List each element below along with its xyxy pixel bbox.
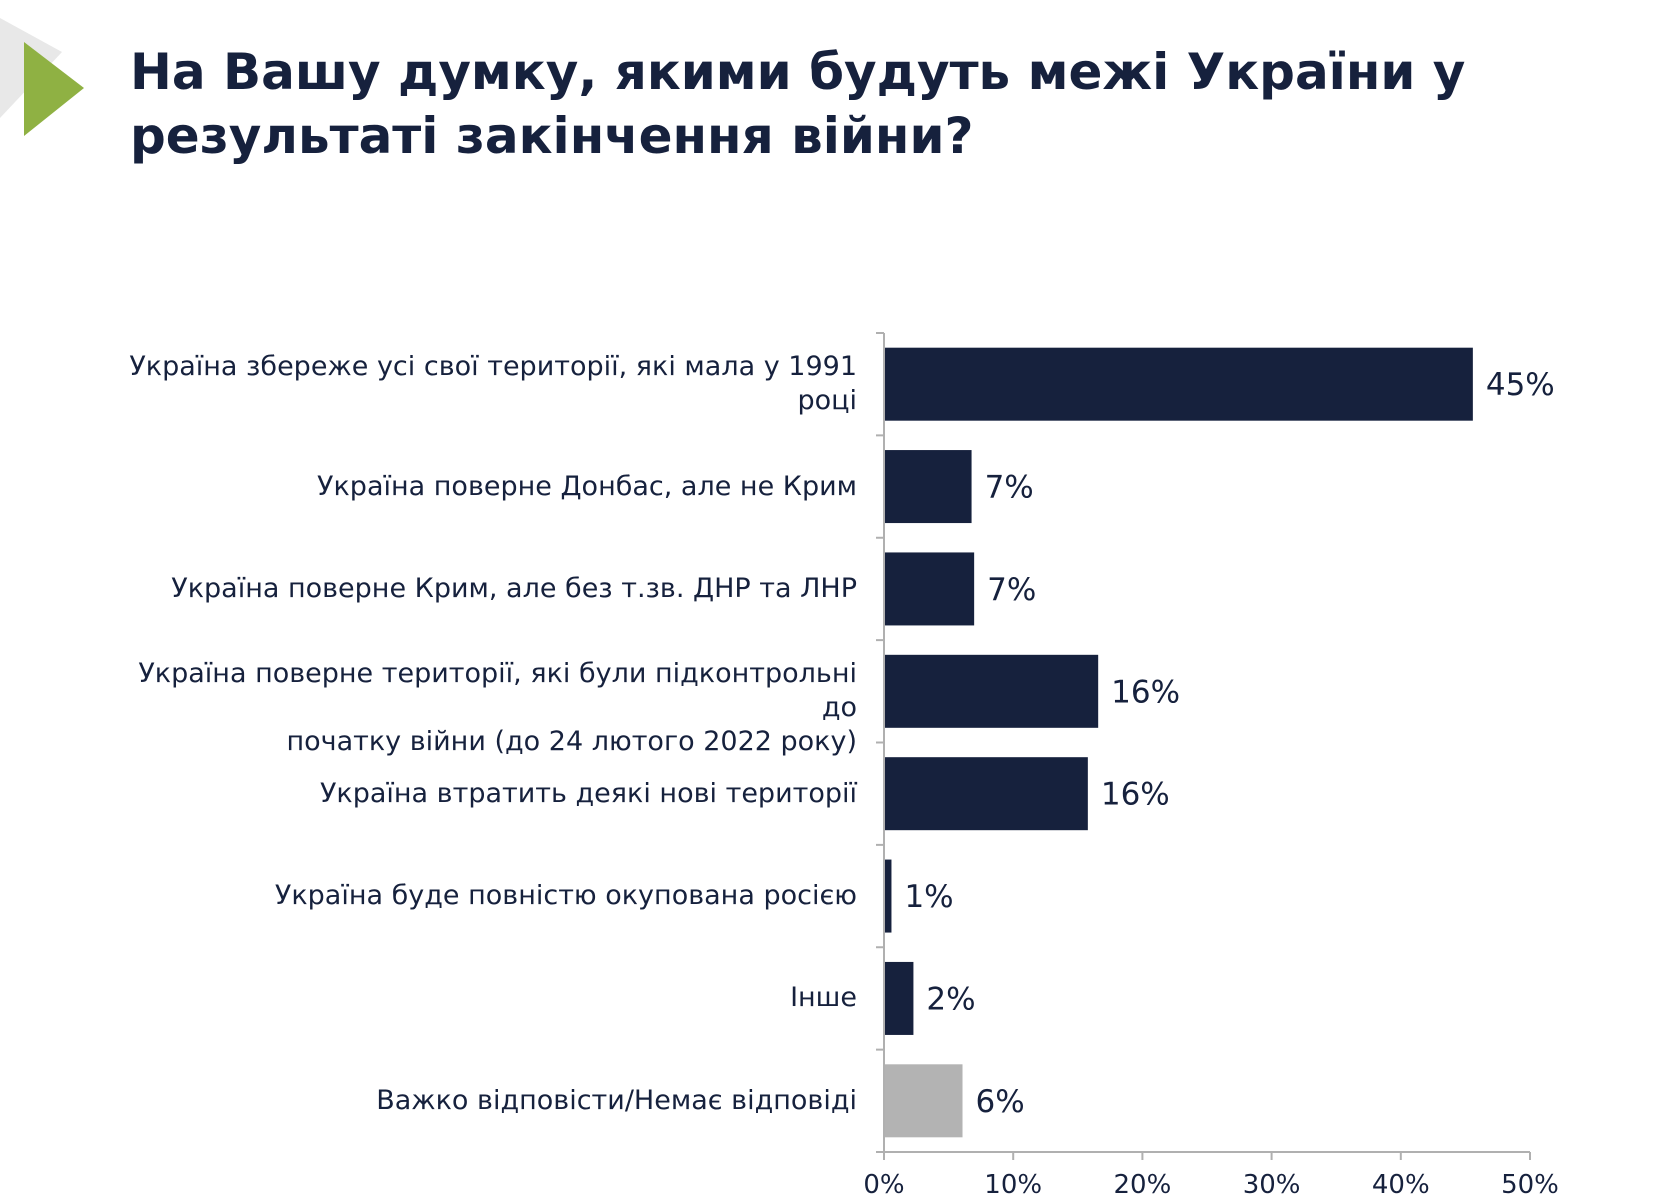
bar-value-label: 7% (987, 572, 1036, 608)
bar-value-label: 45% (1486, 367, 1555, 403)
category-label: Україна втратить деякі нові території (97, 777, 857, 811)
category-label: Україна збереже усі свої території, які … (97, 350, 857, 418)
bar (885, 347, 1473, 421)
bar-value-label: 2% (926, 981, 975, 1017)
category-label-line: Важко відповісти/Немає відповіді (376, 1084, 857, 1116)
x-tick-label: 40% (1372, 1170, 1430, 1196)
category-label-line: Україна поверне Крим, але без т.зв. ДНР … (171, 572, 857, 604)
category-label: Україна буде повністю окупована росією (97, 879, 857, 913)
bar (885, 757, 1088, 831)
bar (885, 450, 972, 524)
category-label-line: Україна поверне території, які були підк… (138, 658, 857, 724)
bar (885, 859, 892, 933)
category-label-line: початку війни (до 24 лютого 2022 року) (286, 726, 857, 758)
category-label: Україна поверне Донбас, але не Крим (97, 470, 857, 504)
x-tick-label: 30% (1243, 1170, 1301, 1196)
bar-value-label: 6% (976, 1084, 1025, 1120)
logo-arrow-shape (24, 42, 84, 136)
bar (885, 1064, 963, 1138)
category-label: Важко відповісти/Немає відповіді (97, 1084, 857, 1118)
bar (885, 654, 1099, 728)
x-tick-label: 10% (984, 1170, 1042, 1196)
page-title-line-2: результаті закінчення війни? (130, 107, 974, 165)
bar-value-label: 16% (1101, 777, 1170, 813)
bar-value-label: 16% (1111, 674, 1180, 710)
x-tick-label: 0% (863, 1170, 904, 1196)
page-title: На Вашу думку, якими будуть межі України… (130, 40, 1580, 168)
page-title-line-1: На Вашу думку, якими будуть межі України… (130, 43, 1466, 101)
bar (885, 552, 975, 626)
category-label-line: році (797, 385, 857, 417)
category-label: Україна поверне Крим, але без т.зв. ДНР … (97, 572, 857, 606)
category-label-line: Україна буде повністю окупована росією (274, 880, 857, 912)
bar (885, 961, 914, 1035)
bar-value-label: 7% (985, 470, 1034, 506)
x-tick-label: 50% (1501, 1170, 1559, 1196)
category-label: Україна поверне території, які були підк… (97, 657, 857, 759)
category-label-line: Україна поверне Донбас, але не Крим (317, 470, 857, 502)
category-label-line: Інше (790, 982, 857, 1014)
category-label-line: Україна втратить деякі нові території (319, 777, 857, 809)
bar-value-label: 1% (904, 879, 953, 915)
category-label: Інше (97, 981, 857, 1015)
brand-arrow-logo (0, 18, 84, 136)
x-tick-label: 20% (1114, 1170, 1172, 1196)
category-label-line: Україна збереже усі свої території, які … (129, 351, 857, 383)
